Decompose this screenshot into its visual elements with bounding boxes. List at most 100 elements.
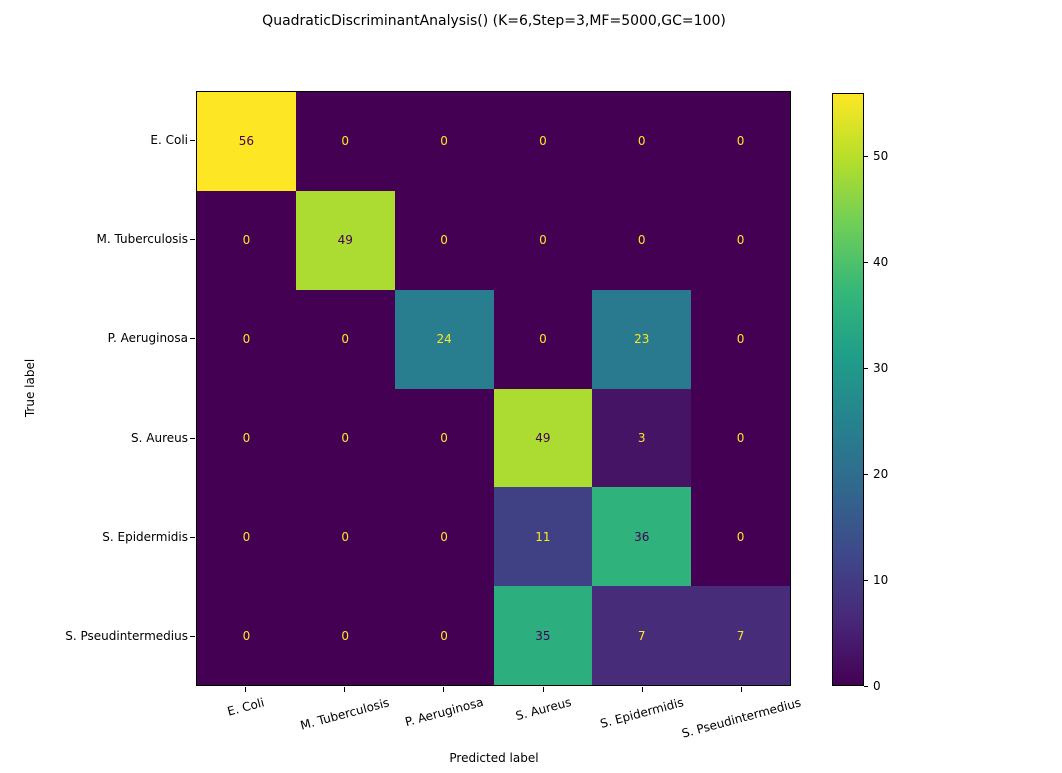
tick-mark: [864, 367, 868, 369]
cell-value: 49: [337, 233, 353, 248]
y-axis-label: True label: [23, 358, 37, 418]
matrix-cell-r4c5: 0: [691, 487, 790, 587]
matrix-cell-r3c5: 0: [691, 388, 790, 488]
matrix-cell-r3c0: 0: [197, 388, 296, 488]
cell-value: 7: [637, 628, 646, 643]
tick-mark: [245, 687, 247, 692]
matrix-cell-r0c3: 0: [493, 92, 593, 191]
cell-value: 0: [242, 430, 251, 445]
cell-value: 0: [736, 134, 745, 149]
tick-mark: [864, 473, 868, 475]
chart-title: QuadraticDiscriminantAnalysis() (K=6,Ste…: [262, 13, 726, 29]
tick-mark: [864, 579, 868, 581]
cell-value: 0: [242, 332, 251, 347]
tick-mark: [641, 687, 643, 692]
matrix-cell-r2c4: 23: [592, 289, 692, 389]
matrix-cell-r4c3: 11: [493, 487, 593, 587]
matrix-cell-r0c1: 0: [295, 92, 395, 191]
cell-value: 0: [736, 529, 745, 544]
cell-value: 0: [539, 233, 547, 248]
colorbar-tick-label: 20: [873, 466, 889, 481]
y-tick-label: S. Epidermidis: [102, 529, 188, 544]
cell-value: 0: [341, 134, 350, 149]
matrix-cell-r4c1: 0: [295, 487, 395, 587]
matrix-cell-r2c0: 0: [197, 289, 296, 389]
cell-value: 0: [637, 134, 646, 149]
matrix-cell-r3c3: 49: [493, 388, 593, 488]
cell-value: 49: [535, 430, 551, 445]
matrix-cell-r2c5: 0: [691, 289, 790, 389]
matrix-cell-r5c3: 35: [493, 586, 593, 685]
cell-value: 35: [535, 628, 551, 643]
cell-value: 0: [341, 430, 350, 445]
colorbar: [832, 93, 864, 686]
y-tick-label: S. Aureus: [131, 430, 188, 445]
cell-value: 7: [736, 628, 745, 643]
tick-mark: [190, 140, 195, 142]
y-tick-label: S. Pseudintermedius: [65, 628, 188, 643]
matrix-cell-r1c4: 0: [592, 190, 692, 290]
cell-value: 56: [238, 134, 255, 149]
cell-value: 0: [341, 332, 350, 347]
cell-value: 23: [634, 332, 650, 347]
x-tick-label: S. Aureus: [513, 694, 573, 724]
cell-value: 11: [535, 529, 551, 544]
tick-mark: [740, 687, 742, 692]
matrix-cell-r3c1: 0: [295, 388, 395, 488]
x-tick-label: S. Pseudintermedius: [680, 695, 803, 741]
colorbar-tick-label: 30: [873, 360, 889, 375]
tick-mark: [190, 635, 195, 637]
cell-value: 0: [539, 332, 547, 347]
tick-mark: [344, 687, 346, 692]
tick-mark: [864, 156, 868, 158]
cell-value: 0: [341, 628, 350, 643]
y-tick-label: M. Tuberculosis: [96, 232, 188, 247]
cell-value: 0: [736, 430, 745, 445]
matrix-cell-r5c2: 0: [394, 586, 494, 685]
matrix-cell-r5c5: 7: [691, 586, 790, 685]
matrix-cell-r0c0: 56: [197, 92, 296, 191]
cell-value: 0: [440, 233, 448, 248]
cell-value: 3: [637, 430, 646, 445]
matrix-cell-r4c4: 36: [592, 487, 692, 587]
matrix-cell-r1c1: 49: [295, 190, 395, 290]
cell-value: 0: [242, 529, 251, 544]
cell-value: 0: [440, 430, 448, 445]
colorbar-tick-label: 40: [873, 254, 889, 269]
matrix-cell-r1c0: 0: [197, 190, 296, 290]
cell-value: 0: [736, 332, 745, 347]
cell-value: 0: [736, 233, 745, 248]
y-tick-label: E. Coli: [150, 133, 188, 148]
matrix-cell-r0c2: 0: [394, 92, 494, 191]
x-axis-label: Predicted label: [449, 751, 539, 765]
cell-value: 0: [539, 134, 547, 149]
tick-mark: [190, 437, 195, 439]
cell-value: 24: [436, 332, 452, 347]
matrix-cell-r1c5: 0: [691, 190, 790, 290]
cell-value: 0: [440, 628, 448, 643]
matrix-cell-r1c3: 0: [493, 190, 593, 290]
x-tick-label: S. Epidermidis: [598, 695, 686, 731]
matrix-cell-r5c4: 7: [592, 586, 692, 685]
matrix-cell-r5c0: 0: [197, 586, 296, 685]
colorbar-tick-label: 50: [873, 149, 889, 164]
y-tick-label: P. Aeruginosa: [107, 331, 188, 346]
x-tick-label: P. Aeruginosa: [403, 694, 485, 730]
matrix-cell-r0c4: 0: [592, 92, 692, 191]
matrix-cell-r2c3: 0: [493, 289, 593, 389]
x-tick-label: M. Tuberculosis: [298, 694, 391, 733]
matrix-cell-r0c5: 0: [691, 92, 790, 191]
colorbar-tick-label: 0: [873, 678, 881, 693]
matrix-cell-r2c1: 0: [295, 289, 395, 389]
cell-value: 0: [440, 134, 448, 149]
colorbar-tick-label: 10: [873, 572, 889, 587]
cell-value: 36: [634, 529, 650, 544]
tick-mark: [190, 338, 195, 340]
tick-mark: [864, 261, 868, 263]
cell-value: 0: [341, 529, 350, 544]
matrix-cell-r4c2: 0: [394, 487, 494, 587]
heatmap-plot-area: 56 0 0 0 0 0 0 49 0 0 0 0 0 0 24 0 23 0 0 0 0 49 3 0 0 0 0 11 36 0 0 0 0…: [196, 91, 791, 686]
tick-mark: [542, 687, 544, 692]
matrix-cell-r4c0: 0: [197, 487, 296, 587]
tick-mark: [864, 685, 868, 687]
